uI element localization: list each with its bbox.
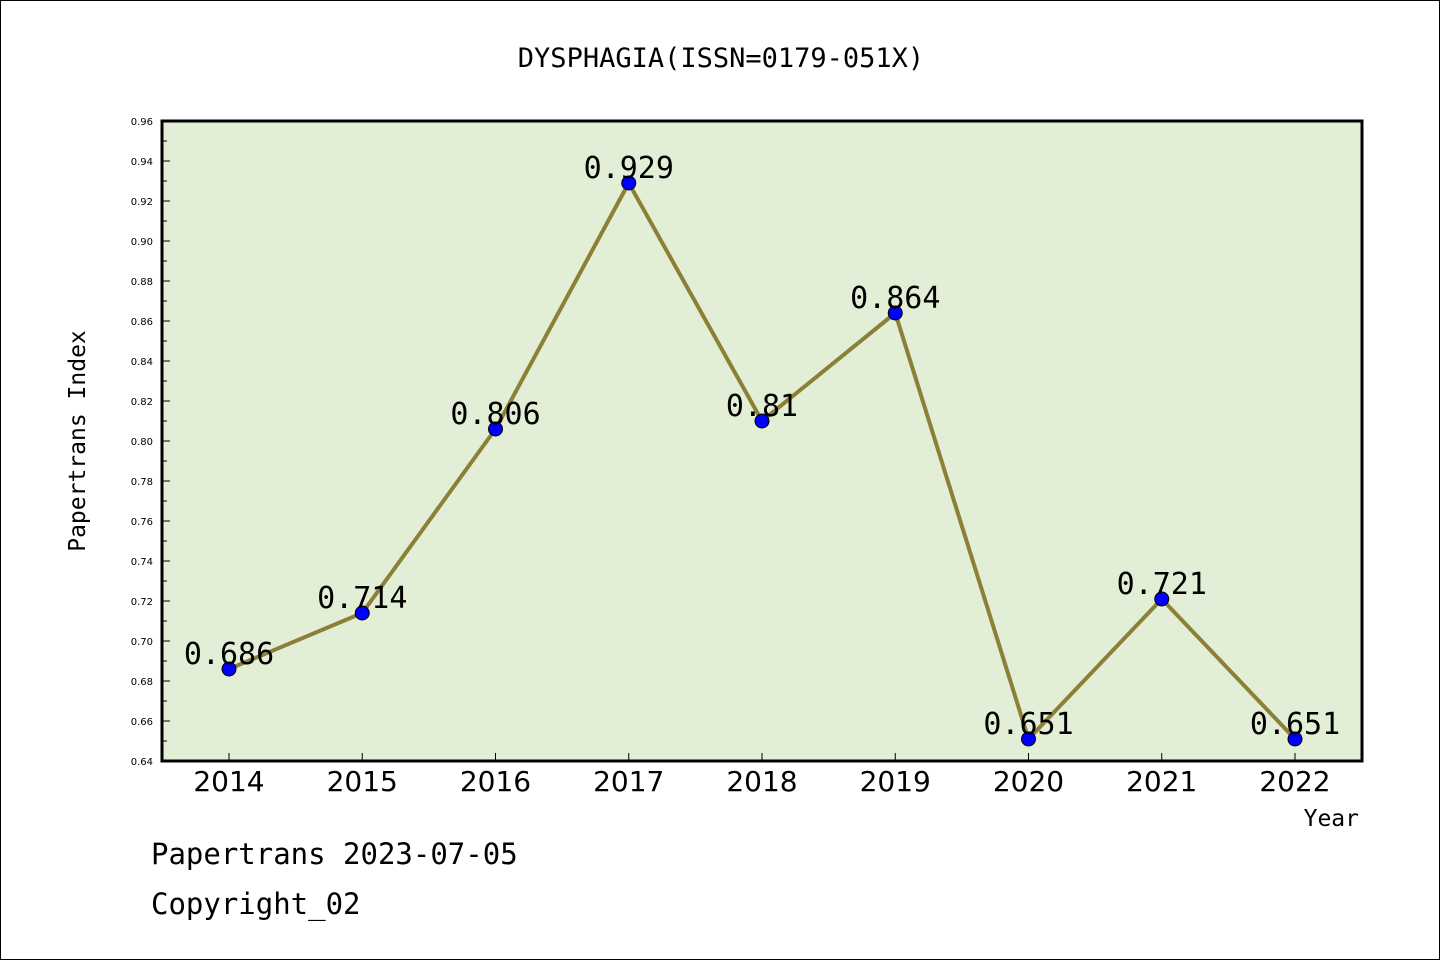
x-axis: 2014 2015 2016 2017 2018 2019 2020 2021 2022 xyxy=(193,753,1331,798)
x-tick-label: 2020 xyxy=(993,765,1064,798)
x-tick-label: 2014 xyxy=(193,765,264,798)
x-tick-label: 2016 xyxy=(460,765,531,798)
data-point xyxy=(754,413,770,429)
data-label: 0.864 xyxy=(850,281,940,316)
y-axis: 0.64 0.66 0.68 0.70 0.72 0.74 0.76 0.78 0.80 0.82… xyxy=(131,117,170,768)
y-tick-label: 0.72 xyxy=(131,597,153,608)
y-tick-label: 0.74 xyxy=(131,557,153,568)
x-tick-label: 2018 xyxy=(726,765,797,798)
x-tick-label: 2017 xyxy=(593,765,664,798)
plot-area xyxy=(160,119,1364,763)
credit-text: Papertrans 2023-07-05 xyxy=(151,837,518,871)
data-label: 0.714 xyxy=(317,581,407,616)
data-labels: 0.686 0.714 0.806 0.929 0.81 0.864 0.651 0.721 0… xyxy=(184,151,1340,742)
x-tick-label: 2022 xyxy=(1259,765,1330,798)
y-tick-label: 0.64 xyxy=(131,757,153,768)
data-label: 0.686 xyxy=(184,637,274,672)
y-tick-label: 0.88 xyxy=(131,277,153,288)
data-point xyxy=(221,661,237,677)
data-point xyxy=(887,305,903,321)
y-tick-label: 0.86 xyxy=(131,317,153,328)
data-point xyxy=(1287,731,1303,747)
y-tick-label: 0.68 xyxy=(131,677,153,688)
x-tick-label: 2015 xyxy=(327,765,398,798)
y-tick-label: 0.82 xyxy=(131,397,153,408)
y-tick-label: 0.80 xyxy=(131,437,153,448)
data-label: 0.651 xyxy=(983,707,1073,742)
data-point xyxy=(1154,591,1170,607)
y-tick-label: 0.70 xyxy=(131,637,153,648)
y-tick-label: 0.78 xyxy=(131,477,153,488)
data-label: 0.929 xyxy=(584,151,674,186)
data-label: 0.721 xyxy=(1117,567,1207,602)
data-label: 0.806 xyxy=(450,397,540,432)
x-tick-label: 2021 xyxy=(1126,765,1197,798)
data-point xyxy=(621,175,637,191)
y-tick-label: 0.84 xyxy=(131,357,153,368)
y-tick-label: 0.66 xyxy=(131,717,153,728)
y-tick-label: 0.94 xyxy=(131,157,153,168)
x-axis-title: Year xyxy=(1304,806,1359,832)
data-point xyxy=(1021,731,1036,747)
y-tick-label: 0.76 xyxy=(131,517,153,528)
data-label: 0.81 xyxy=(726,389,798,424)
x-tick-label: 2019 xyxy=(860,765,931,798)
data-point xyxy=(488,421,503,437)
data-markers xyxy=(221,175,1303,747)
y-axis-title: Papertrans Index xyxy=(65,330,91,552)
y-tick-label: 0.96 xyxy=(131,117,153,128)
y-tick-label: 0.92 xyxy=(131,197,153,208)
data-label: 0.651 xyxy=(1250,707,1340,742)
copyright-text: Copyright_02 xyxy=(151,887,361,921)
y-tick-label: 0.90 xyxy=(131,237,153,248)
chart-title: DYSPHAGIA(ISSN=0179-051X) xyxy=(518,43,924,74)
data-point xyxy=(354,605,370,621)
